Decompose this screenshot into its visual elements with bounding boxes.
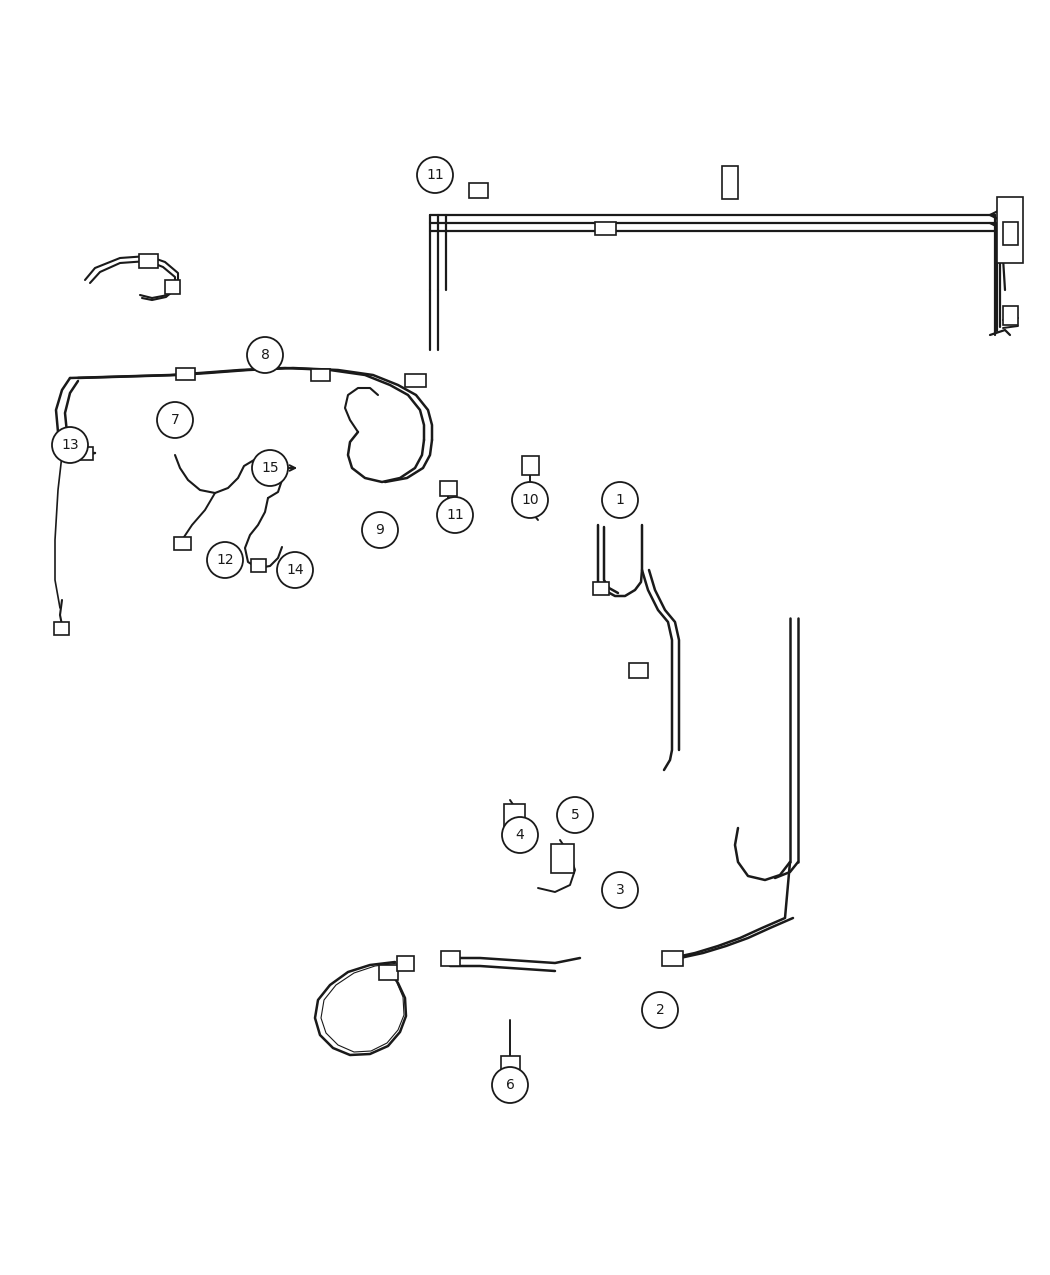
Circle shape xyxy=(417,157,453,193)
FancyBboxPatch shape xyxy=(522,455,539,474)
Circle shape xyxy=(512,482,548,518)
FancyBboxPatch shape xyxy=(629,663,648,677)
Text: 3: 3 xyxy=(615,884,625,898)
FancyBboxPatch shape xyxy=(173,537,190,550)
FancyBboxPatch shape xyxy=(594,222,615,235)
Text: 13: 13 xyxy=(61,439,79,453)
FancyBboxPatch shape xyxy=(440,481,457,496)
FancyBboxPatch shape xyxy=(501,1056,520,1070)
Text: 5: 5 xyxy=(570,808,580,822)
FancyBboxPatch shape xyxy=(404,374,425,386)
Circle shape xyxy=(602,872,638,908)
FancyBboxPatch shape xyxy=(311,368,330,381)
FancyBboxPatch shape xyxy=(165,280,180,295)
FancyBboxPatch shape xyxy=(662,950,682,965)
Text: 4: 4 xyxy=(516,827,524,842)
FancyBboxPatch shape xyxy=(251,558,266,571)
Text: 11: 11 xyxy=(426,168,444,182)
Text: 12: 12 xyxy=(216,553,234,567)
FancyBboxPatch shape xyxy=(1003,306,1017,325)
FancyBboxPatch shape xyxy=(1003,222,1017,245)
Circle shape xyxy=(437,497,472,533)
FancyBboxPatch shape xyxy=(504,803,525,826)
Text: 14: 14 xyxy=(287,564,303,578)
Text: 6: 6 xyxy=(505,1077,514,1091)
FancyBboxPatch shape xyxy=(378,964,398,979)
Text: 15: 15 xyxy=(261,462,279,476)
Text: 11: 11 xyxy=(446,507,464,521)
Text: 2: 2 xyxy=(655,1003,665,1017)
FancyBboxPatch shape xyxy=(722,166,738,199)
Circle shape xyxy=(158,402,193,439)
Circle shape xyxy=(207,542,243,578)
FancyBboxPatch shape xyxy=(397,955,414,970)
Circle shape xyxy=(502,817,538,853)
Text: 8: 8 xyxy=(260,348,270,362)
Circle shape xyxy=(556,797,593,833)
FancyBboxPatch shape xyxy=(998,198,1023,263)
Text: 10: 10 xyxy=(521,493,539,507)
Circle shape xyxy=(602,482,638,518)
FancyBboxPatch shape xyxy=(468,182,487,198)
Circle shape xyxy=(362,513,398,548)
FancyBboxPatch shape xyxy=(550,844,573,872)
FancyBboxPatch shape xyxy=(175,368,194,380)
FancyBboxPatch shape xyxy=(593,581,609,594)
FancyBboxPatch shape xyxy=(441,950,460,965)
Circle shape xyxy=(642,992,678,1028)
Text: 9: 9 xyxy=(376,523,384,537)
FancyBboxPatch shape xyxy=(54,621,68,635)
Circle shape xyxy=(247,337,284,374)
Circle shape xyxy=(277,552,313,588)
Text: 1: 1 xyxy=(615,493,625,507)
Circle shape xyxy=(492,1067,528,1103)
FancyBboxPatch shape xyxy=(139,254,157,268)
Text: 7: 7 xyxy=(170,413,180,427)
Circle shape xyxy=(52,427,88,463)
FancyBboxPatch shape xyxy=(77,446,93,459)
Circle shape xyxy=(252,450,288,486)
